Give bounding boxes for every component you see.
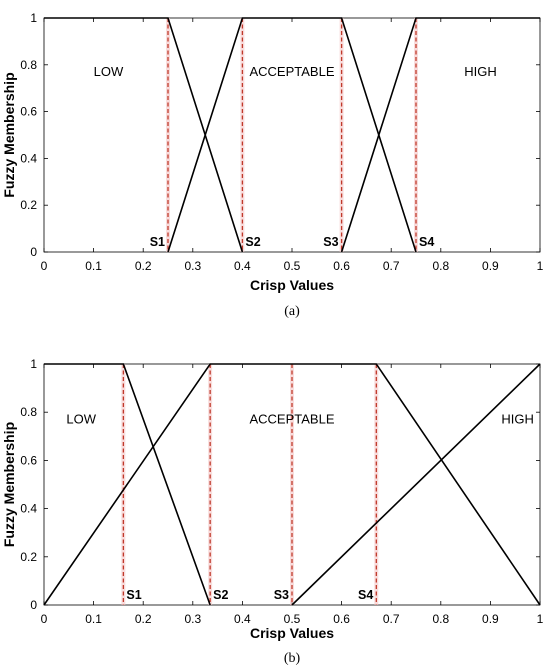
- chart-panel-a: 0 0.1 0.2 0.3 0.4 0.5 0.6 0.7 0.8 0.9 1 0 0.2 0.4 0.6 0…: [1, 11, 544, 319]
- y-tick-label: 0: [30, 598, 37, 612]
- x-tick-label: 0.9: [482, 259, 499, 273]
- series-line-low: [44, 17, 244, 253]
- y-axis-title: Fuzzy Membership: [1, 72, 17, 197]
- x-tick-label: 0.6: [333, 259, 350, 273]
- region-label-acceptable: ACCEPTABLE: [249, 411, 334, 426]
- region-label-low: LOW: [66, 411, 96, 426]
- x-tick-label: 0.5: [284, 612, 301, 626]
- threshold-label-s4: S4: [419, 235, 434, 249]
- x-tick-label: 0.4: [234, 259, 251, 273]
- x-tick-label: 0.8: [432, 259, 449, 273]
- region-label-low: LOW: [94, 64, 124, 79]
- threshold-label-s2: S2: [213, 588, 228, 602]
- y-tick-label: 0.6: [20, 105, 37, 119]
- y-tick-label: 0.4: [20, 151, 37, 165]
- x-tick-label: 0.5: [284, 259, 301, 273]
- y-tick-label: 0.4: [20, 502, 37, 516]
- x-tick-label: 0.2: [135, 612, 152, 626]
- threshold-label-s4: S4: [358, 588, 373, 602]
- x-tick-label: 0.8: [432, 612, 449, 626]
- region-label-acceptable: ACCEPTABLE: [249, 64, 334, 79]
- y-tick-label: 0.2: [20, 550, 37, 564]
- y-tick-label: 0.6: [20, 453, 37, 467]
- threshold-label-s1: S1: [126, 588, 141, 602]
- y-tick-label: 0.2: [20, 198, 37, 212]
- x-tick-label: 0.7: [383, 612, 400, 626]
- series-line-high: [340, 17, 540, 253]
- x-tick-label: 1: [537, 259, 544, 273]
- x-tick-label: 0.1: [85, 259, 102, 273]
- series-line-high: [291, 363, 541, 606]
- series-line-acceptable: [43, 363, 541, 606]
- region-label-high: HIGH: [501, 411, 534, 426]
- x-tick-label: 0.1: [85, 612, 102, 626]
- x-axis-title: Crisp Values: [250, 277, 334, 293]
- y-tick-label: 0.8: [20, 58, 37, 72]
- x-tick-label: 0.2: [135, 259, 152, 273]
- threshold-label-s1: S1: [150, 235, 165, 249]
- x-tick-label: 0.9: [482, 612, 499, 626]
- y-tick-label: 1: [30, 11, 37, 25]
- threshold-label-s3: S3: [274, 588, 289, 602]
- threshold-label-s3: S3: [323, 235, 338, 249]
- x-axis-title: Crisp Values: [250, 625, 334, 641]
- threshold-label-s2: S2: [245, 235, 260, 249]
- x-tick-label: 1: [537, 612, 544, 626]
- x-tick-label: 0.6: [333, 612, 350, 626]
- region-label-high: HIGH: [464, 64, 497, 79]
- panel-caption: (a): [284, 304, 300, 319]
- chart-panel-b: 0 0.1 0.2 0.3 0.4 0.5 0.6 0.7 0.8 0.9 1 0 0.2 0.4 0.6 0…: [1, 357, 544, 666]
- y-axis-title: Fuzzy Membership: [1, 422, 17, 547]
- x-tick-label: 0: [41, 612, 48, 626]
- y-tick-label: 1: [30, 357, 37, 371]
- x-tick-label: 0: [41, 259, 48, 273]
- x-tick-label: 0.3: [184, 259, 201, 273]
- y-tick-label: 0: [30, 245, 37, 259]
- y-tick-label: 0.8: [20, 405, 37, 419]
- series-line-low: [44, 363, 211, 606]
- x-tick-label: 0.3: [184, 612, 201, 626]
- plot-frame: [43, 17, 541, 253]
- x-tick-label: 0.4: [234, 612, 251, 626]
- x-tick-label: 0.7: [383, 259, 400, 273]
- panel-caption: (b): [284, 651, 301, 666]
